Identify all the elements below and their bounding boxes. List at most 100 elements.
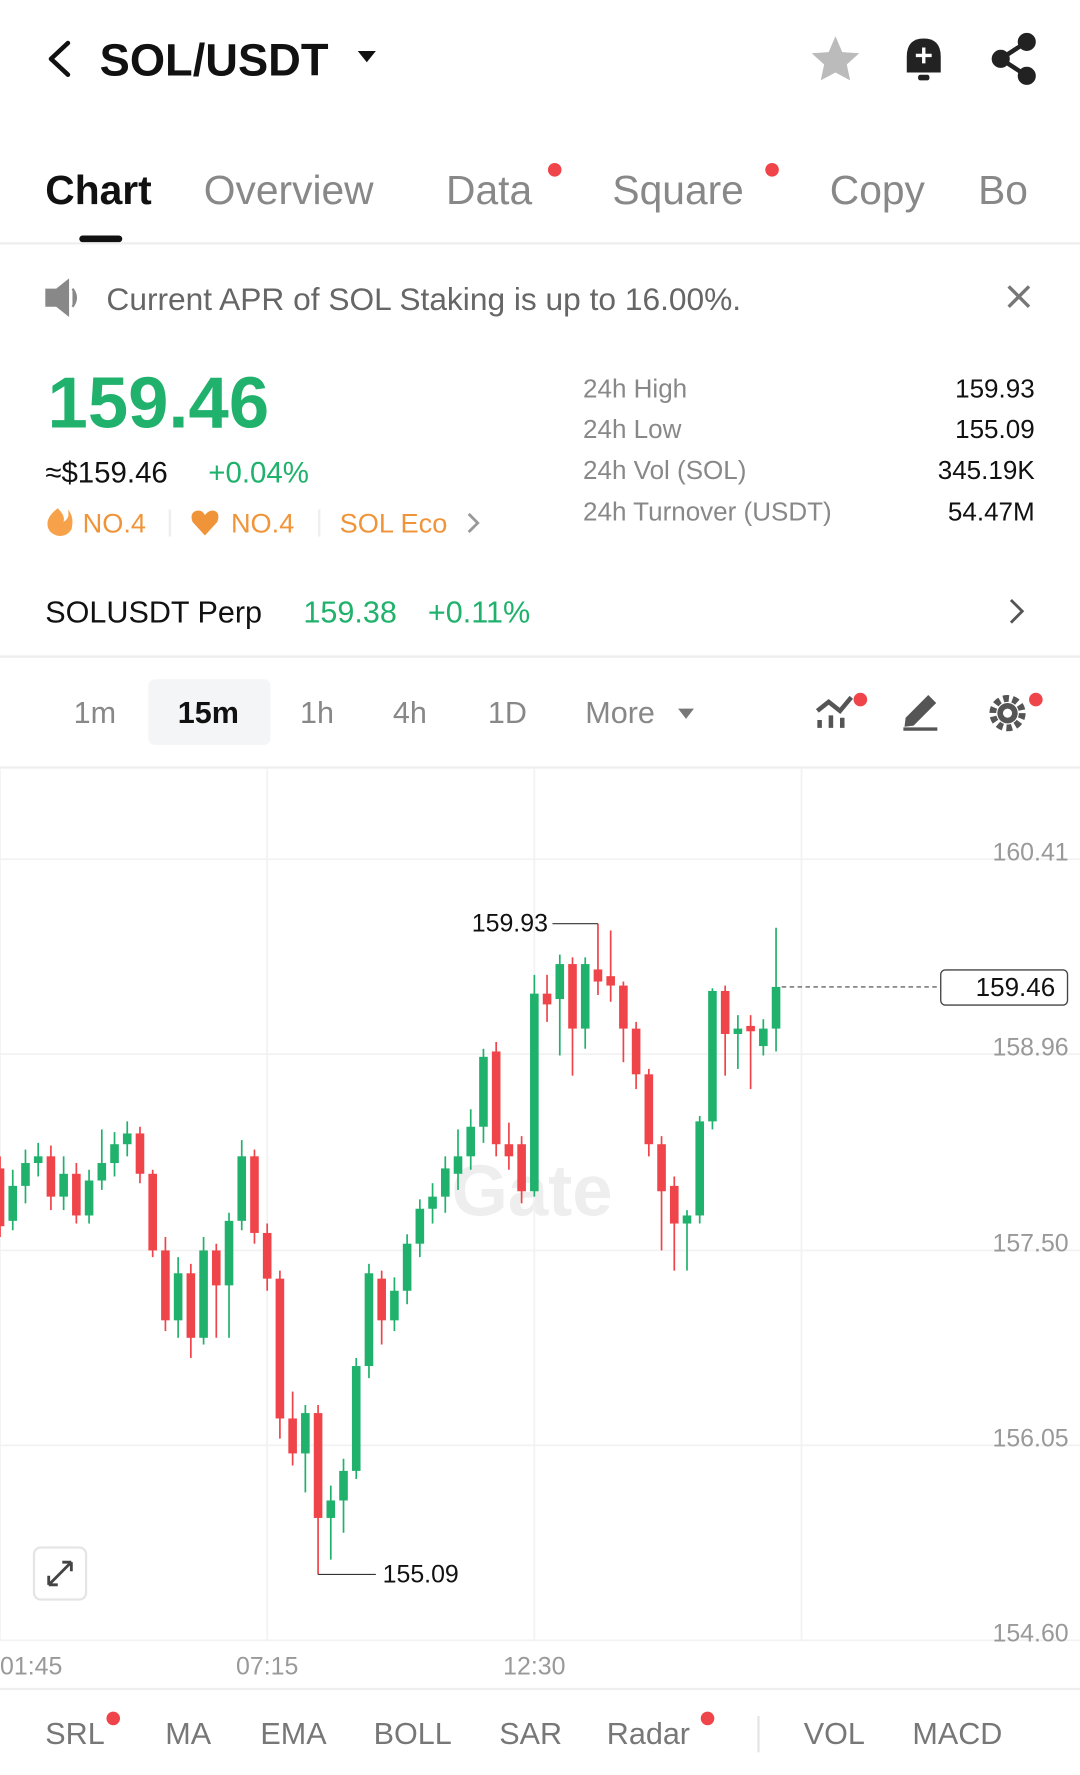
indicator-option[interactable]: BOLL bbox=[374, 1717, 452, 1751]
eco-tag[interactable]: SOL Eco bbox=[340, 507, 448, 538]
candle-body bbox=[568, 964, 577, 1029]
candle-body bbox=[173, 1273, 183, 1321]
dropdown-icon[interactable] bbox=[357, 50, 376, 63]
stat-label: 24h Turnover (USDT) bbox=[583, 497, 832, 527]
settings-icon[interactable] bbox=[989, 695, 1026, 732]
max-label: 159.93 bbox=[472, 910, 548, 938]
rank-tag[interactable]: NO.4 bbox=[231, 507, 294, 538]
notice-text[interactable]: Current APR of SOL Staking is up to 16.0… bbox=[106, 281, 741, 317]
candle-body bbox=[695, 1121, 705, 1216]
candle-body bbox=[657, 1144, 666, 1192]
alert-icon[interactable] bbox=[906, 38, 941, 81]
interval-option[interactable]: 15m bbox=[178, 696, 239, 730]
candle-body bbox=[161, 1250, 170, 1321]
x-tick-label: 12:30 bbox=[503, 1652, 565, 1680]
rank-tag[interactable]: NO.4 bbox=[83, 507, 146, 538]
indicator-option[interactable]: SAR bbox=[499, 1717, 562, 1751]
candle-body bbox=[631, 1028, 641, 1075]
candle-body bbox=[135, 1133, 145, 1174]
candle-body bbox=[84, 1180, 94, 1216]
candle-body bbox=[517, 1144, 526, 1192]
candle-body bbox=[491, 1051, 501, 1145]
candle-body bbox=[682, 1215, 692, 1224]
speaker-icon bbox=[45, 278, 78, 318]
tab[interactable]: Overview bbox=[204, 167, 374, 213]
tab[interactable]: Copy bbox=[830, 167, 926, 213]
interval-option[interactable]: 1D bbox=[488, 696, 527, 730]
y-tick-label: 157.50 bbox=[993, 1230, 1069, 1258]
heart-icon bbox=[191, 510, 219, 536]
candle-body bbox=[708, 990, 717, 1122]
indicator-option[interactable]: SRL bbox=[45, 1717, 104, 1751]
candle-body bbox=[186, 1273, 196, 1338]
stat-value: 54.47M bbox=[948, 497, 1035, 527]
indicator-option[interactable]: MA bbox=[165, 1717, 211, 1751]
back-button[interactable] bbox=[48, 40, 71, 77]
indicator-option[interactable]: VOL bbox=[804, 1717, 865, 1751]
tab[interactable]: Data bbox=[446, 167, 532, 213]
indicator-option[interactable]: Radar bbox=[607, 1717, 690, 1751]
chevron[interactable] bbox=[1009, 598, 1025, 624]
candle-body bbox=[466, 1126, 476, 1157]
candle-body bbox=[199, 1250, 208, 1338]
interval-option[interactable]: 4h bbox=[393, 696, 427, 730]
candle-body bbox=[377, 1278, 386, 1321]
candle-body bbox=[237, 1156, 247, 1221]
candle-body bbox=[250, 1156, 259, 1233]
x-tick-label: 07:15 bbox=[236, 1652, 298, 1680]
candle-body bbox=[110, 1144, 119, 1164]
badge-dot bbox=[765, 163, 779, 177]
candle-body bbox=[593, 969, 603, 982]
indicator-option[interactable]: MACD bbox=[912, 1717, 1002, 1751]
candle-body bbox=[339, 1470, 348, 1501]
expand-icon bbox=[47, 1560, 73, 1587]
candle-body bbox=[364, 1273, 374, 1367]
candle-body bbox=[555, 964, 565, 1000]
active-tab-indicator bbox=[79, 235, 123, 243]
candle-body bbox=[72, 1173, 81, 1216]
perp-price: 159.38 bbox=[303, 595, 396, 629]
interval-option[interactable]: More bbox=[585, 696, 655, 730]
stat-label: 24h Low bbox=[583, 414, 682, 444]
candle-body bbox=[211, 1250, 221, 1286]
candle-body bbox=[428, 1196, 437, 1209]
candle-body bbox=[619, 985, 628, 1029]
y-tick-label: 158.96 bbox=[993, 1033, 1069, 1061]
interval-option[interactable]: 1m bbox=[74, 696, 116, 730]
candle-body bbox=[504, 1144, 514, 1157]
candle-body bbox=[669, 1185, 679, 1224]
indicator-option[interactable]: EMA bbox=[260, 1717, 327, 1751]
candle-body bbox=[97, 1163, 107, 1181]
y-tick-label: 160.41 bbox=[993, 838, 1069, 866]
candle-body bbox=[275, 1278, 285, 1419]
draw-icon[interactable] bbox=[903, 695, 938, 731]
candle-body bbox=[313, 1413, 323, 1518]
perp-change: +0.11% bbox=[428, 595, 530, 629]
pair-title[interactable]: SOL/USDT bbox=[100, 34, 329, 85]
interval-selected-bg bbox=[148, 679, 271, 745]
interval-option[interactable]: 1h bbox=[300, 696, 334, 730]
indicator-icon[interactable] bbox=[815, 695, 854, 728]
close-icon[interactable] bbox=[1007, 285, 1031, 308]
candle-body bbox=[351, 1366, 361, 1471]
candle-body bbox=[301, 1413, 310, 1454]
candle-body bbox=[530, 993, 539, 1192]
candle-body bbox=[733, 1028, 743, 1034]
favorite-icon[interactable] bbox=[811, 36, 860, 81]
share-icon[interactable] bbox=[991, 32, 1036, 85]
dropdown-icon[interactable] bbox=[678, 708, 694, 719]
tab[interactable]: Chart bbox=[45, 167, 152, 213]
tab[interactable]: Square bbox=[612, 167, 743, 213]
candle-body bbox=[8, 1185, 18, 1221]
hot-icon bbox=[47, 508, 73, 536]
candle-body bbox=[746, 1025, 755, 1032]
tab[interactable]: Bo bbox=[978, 167, 1028, 213]
chevron bbox=[467, 512, 480, 534]
candle-body bbox=[440, 1168, 450, 1197]
stat-label: 24h Vol (SOL) bbox=[583, 455, 746, 485]
stat-label: 24h High bbox=[583, 373, 687, 403]
perp-name[interactable]: SOLUSDT Perp bbox=[45, 595, 262, 629]
y-tick-label: 154.60 bbox=[993, 1619, 1069, 1647]
fiat-price: ≈$159.46 bbox=[45, 457, 168, 490]
